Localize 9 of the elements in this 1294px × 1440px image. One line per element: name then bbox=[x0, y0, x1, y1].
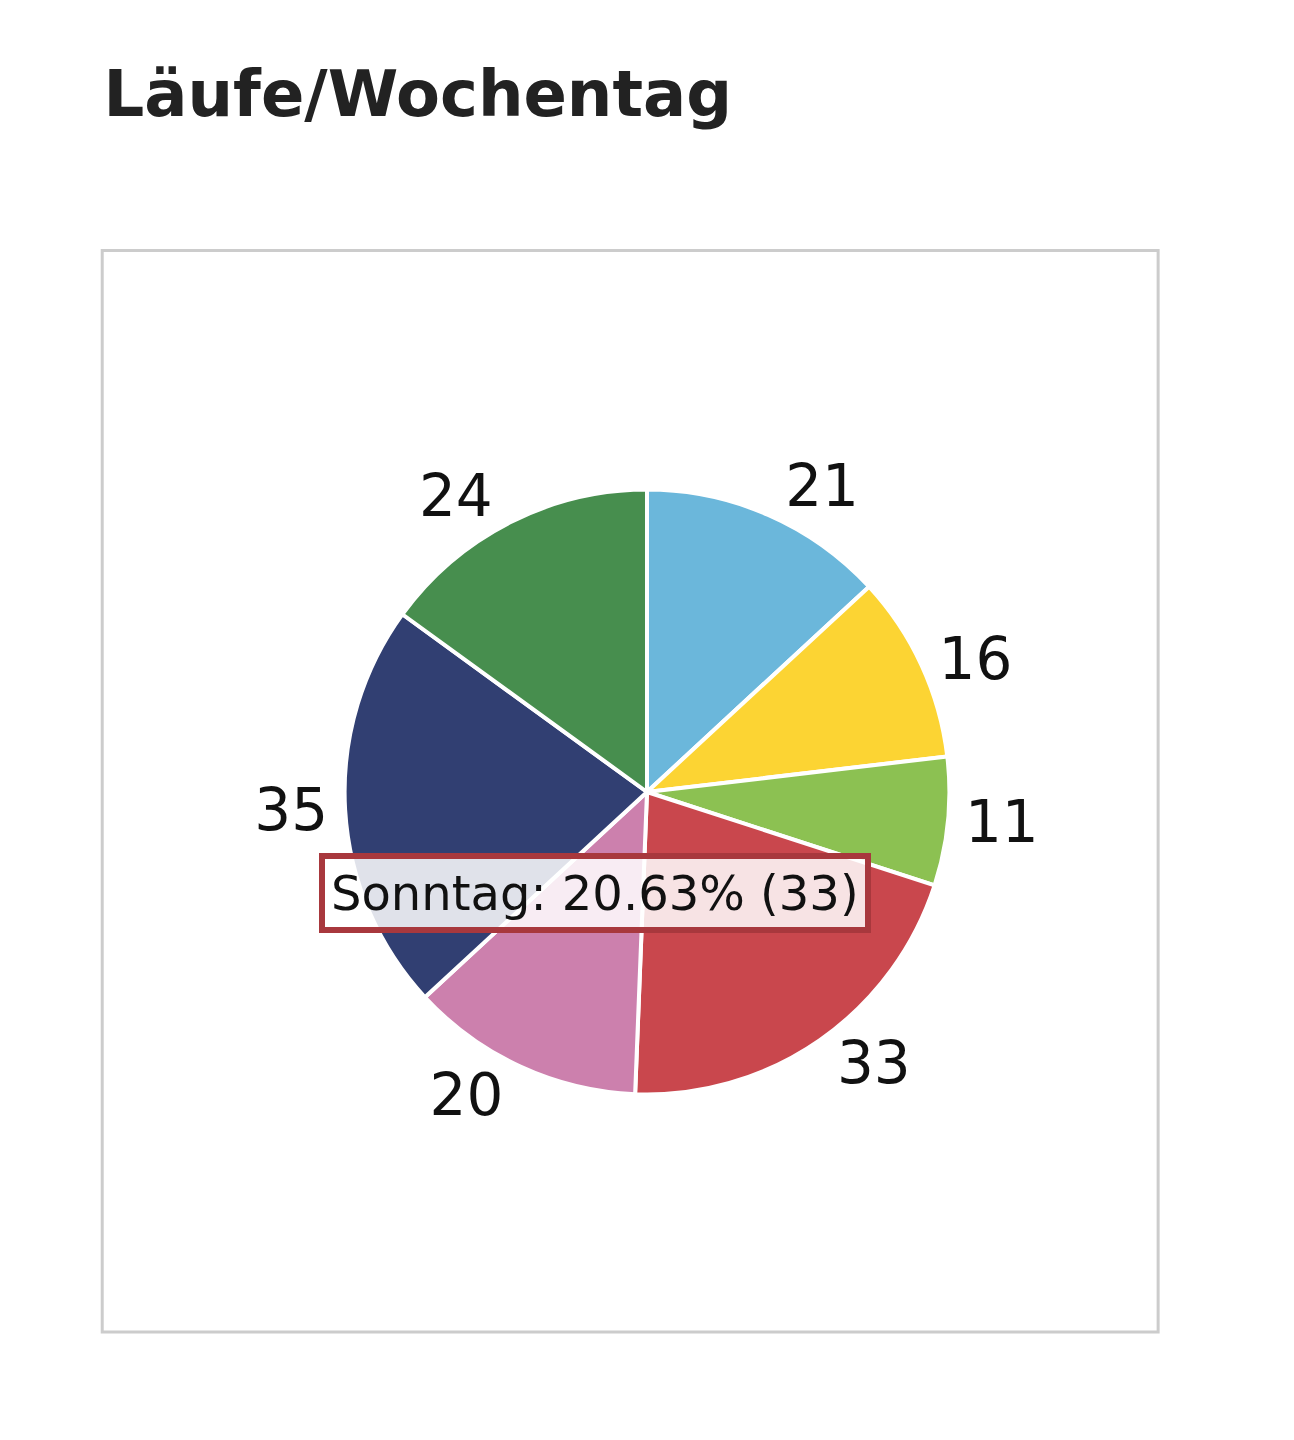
data-label: 24 bbox=[418, 461, 493, 530]
chart-title: Läufe/Wochentag bbox=[103, 57, 733, 131]
text: Sonntag: 20.63% (33) bbox=[331, 865, 859, 921]
data-label: 11 bbox=[964, 787, 1039, 856]
data-label: 21 bbox=[785, 452, 859, 521]
data-label: 33 bbox=[836, 1028, 911, 1097]
data-label: 35 bbox=[254, 775, 329, 844]
data-label: 16 bbox=[938, 625, 1013, 694]
data-label: 20 bbox=[429, 1060, 504, 1129]
